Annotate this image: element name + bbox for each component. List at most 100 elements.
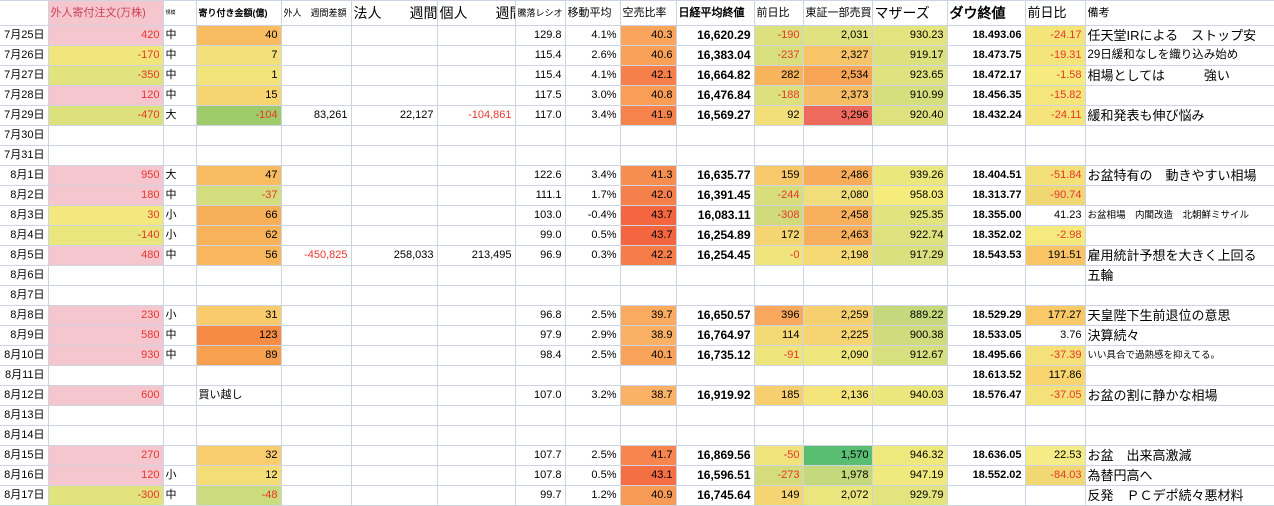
cell-ratio[interactable]: 96.9	[515, 245, 566, 266]
column-header-open[interactable]: 寄り付き金額(億)	[196, 0, 282, 26]
cell-short[interactable]: 40.6	[620, 45, 677, 66]
cell-short[interactable]	[620, 365, 677, 386]
cell-date[interactable]: 8月2日	[0, 185, 49, 206]
cell-date[interactable]: 7月28日	[0, 85, 49, 106]
cell-kojin_w[interactable]	[437, 145, 516, 166]
cell-tosho[interactable]	[803, 365, 873, 386]
cell-ratio[interactable]	[515, 405, 566, 426]
cell-size[interactable]: 中	[163, 85, 197, 106]
cell-gaijin_w[interactable]	[281, 305, 352, 326]
cell-gaijin_w[interactable]	[281, 445, 352, 466]
cell-ma[interactable]: 3.0%	[565, 85, 621, 106]
cell-kojin_w[interactable]	[437, 365, 516, 386]
cell-open[interactable]: 47	[196, 165, 282, 186]
cell-dow[interactable]: 18.576.47	[947, 385, 1026, 406]
cell-hojin_w[interactable]: 258,033	[351, 245, 438, 266]
cell-gaijin_w[interactable]	[281, 65, 352, 86]
cell-ratio[interactable]: 117.0	[515, 105, 566, 126]
cell-nikkei[interactable]: 16,650.57	[676, 305, 755, 326]
cell-size[interactable]: 小	[163, 205, 197, 226]
cell-ma[interactable]: 4.1%	[565, 25, 621, 46]
cell-mothers[interactable]: 930.23	[872, 25, 948, 46]
cell-short[interactable]: 41.7	[620, 445, 677, 466]
cell-dow[interactable]: 18.493.06	[947, 25, 1026, 46]
cell-open[interactable]	[196, 265, 282, 286]
cell-short[interactable]	[620, 425, 677, 446]
cell-remark[interactable]	[1085, 365, 1274, 386]
cell-kojin_w[interactable]	[437, 85, 516, 106]
cell-kojin_w[interactable]	[437, 225, 516, 246]
cell-nikkei[interactable]	[676, 405, 755, 426]
cell-mothers[interactable]: 929.79	[872, 485, 948, 506]
cell-dow_chg[interactable]: -1.58	[1025, 65, 1086, 86]
cell-gaijin_w[interactable]	[281, 465, 352, 486]
cell-nikkei_chg[interactable]	[754, 405, 804, 426]
cell-short[interactable]: 42.1	[620, 65, 677, 86]
cell-open[interactable]	[196, 145, 282, 166]
cell-open[interactable]: 123	[196, 325, 282, 346]
cell-dow[interactable]: 18.404.51	[947, 165, 1026, 186]
cell-dow_chg[interactable]: 177.27	[1025, 305, 1086, 326]
cell-ratio[interactable]: 117.5	[515, 85, 566, 106]
cell-hojin_w[interactable]	[351, 165, 438, 186]
cell-short[interactable]: 41.3	[620, 165, 677, 186]
cell-nikkei_chg[interactable]	[754, 145, 804, 166]
cell-hojin_w[interactable]	[351, 405, 438, 426]
cell-nikkei_chg[interactable]: 172	[754, 225, 804, 246]
cell-nikkei_chg[interactable]	[754, 125, 804, 146]
cell-foreign[interactable]	[48, 285, 164, 306]
cell-gaijin_w[interactable]	[281, 145, 352, 166]
cell-foreign[interactable]: 270	[48, 445, 164, 466]
cell-foreign[interactable]	[48, 405, 164, 426]
cell-tosho[interactable]	[803, 425, 873, 446]
cell-short[interactable]: 39.7	[620, 305, 677, 326]
cell-mothers[interactable]	[872, 365, 948, 386]
cell-size[interactable]: 大	[163, 165, 197, 186]
cell-dow[interactable]	[947, 285, 1026, 306]
cell-short[interactable]: 40.9	[620, 485, 677, 506]
cell-foreign[interactable]: 580	[48, 325, 164, 346]
cell-tosho[interactable]: 1,570	[803, 445, 873, 466]
cell-hojin_w[interactable]	[351, 285, 438, 306]
cell-date[interactable]: 8月1日	[0, 165, 49, 186]
cell-open[interactable]	[196, 425, 282, 446]
column-header-nikkei[interactable]: 日経平均終値	[676, 0, 755, 26]
cell-dow[interactable]: 18.552.02	[947, 465, 1026, 486]
cell-foreign[interactable]	[48, 425, 164, 446]
cell-size[interactable]	[163, 385, 197, 406]
cell-open[interactable]: 15	[196, 85, 282, 106]
cell-nikkei[interactable]: 16,254.45	[676, 245, 755, 266]
cell-kojin_w[interactable]	[437, 405, 516, 426]
cell-gaijin_w[interactable]	[281, 365, 352, 386]
cell-remark[interactable]	[1085, 425, 1274, 446]
cell-hojin_w[interactable]	[351, 145, 438, 166]
cell-mothers[interactable]: 919.17	[872, 45, 948, 66]
cell-size[interactable]: 小	[163, 465, 197, 486]
cell-date[interactable]: 7月27日	[0, 65, 49, 86]
cell-dow_chg[interactable]: 191.51	[1025, 245, 1086, 266]
cell-nikkei_chg[interactable]: -244	[754, 185, 804, 206]
cell-dow_chg[interactable]	[1025, 145, 1086, 166]
cell-ratio[interactable]: 115.4	[515, 65, 566, 86]
cell-mothers[interactable]: 922.74	[872, 225, 948, 246]
cell-date[interactable]: 8月14日	[0, 425, 49, 446]
cell-kojin_w[interactable]	[437, 465, 516, 486]
cell-dow[interactable]	[947, 145, 1026, 166]
cell-ratio[interactable]: 96.8	[515, 305, 566, 326]
cell-foreign[interactable]: -350	[48, 65, 164, 86]
cell-kojin_w[interactable]	[437, 185, 516, 206]
cell-hojin_w[interactable]	[351, 485, 438, 506]
cell-mothers[interactable]	[872, 425, 948, 446]
cell-foreign[interactable]: 120	[48, 465, 164, 486]
cell-ratio[interactable]	[515, 285, 566, 306]
cell-dow_chg[interactable]: -51.84	[1025, 165, 1086, 186]
cell-tosho[interactable]	[803, 265, 873, 286]
cell-dow[interactable]: 18.473.75	[947, 45, 1026, 66]
cell-ma[interactable]: 0.5%	[565, 465, 621, 486]
cell-nikkei_chg[interactable]: -188	[754, 85, 804, 106]
cell-remark[interactable]: お盆相場 内閣改造 北朝鮮ミサイル	[1085, 205, 1274, 226]
cell-size[interactable]	[163, 425, 197, 446]
cell-open[interactable]: 31	[196, 305, 282, 326]
cell-ma[interactable]: 2.5%	[565, 345, 621, 366]
cell-dow_chg[interactable]: -19.31	[1025, 45, 1086, 66]
